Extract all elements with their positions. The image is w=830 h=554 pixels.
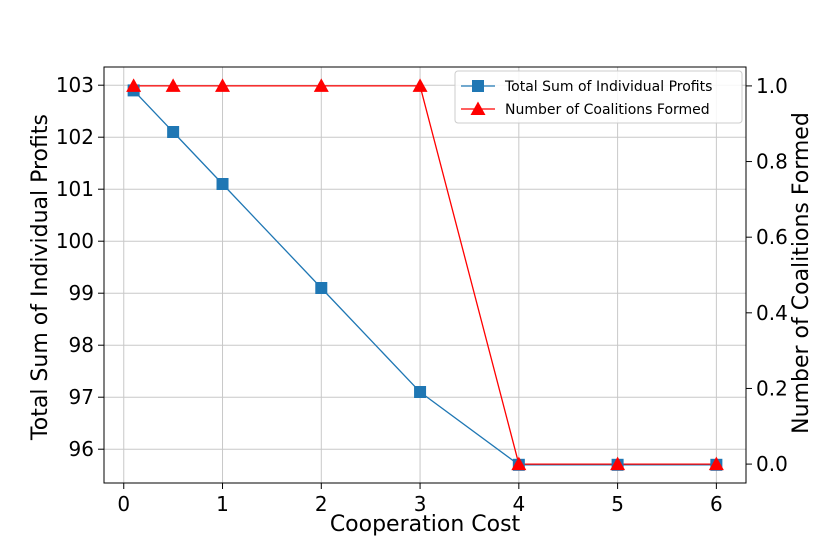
- data-point: [313, 78, 329, 92]
- y-left-tick-label: 100: [56, 229, 94, 253]
- legend-marker: [472, 80, 484, 92]
- y-left-tick-label: 102: [56, 125, 94, 149]
- data-point: [215, 78, 231, 92]
- x-tick-label: 6: [710, 492, 723, 516]
- y-left-tick-label: 98: [69, 333, 94, 357]
- y-left-tick-label: 97: [69, 385, 94, 409]
- series-markers: [126, 78, 724, 471]
- y-right-tick-label: 0.8: [756, 150, 788, 174]
- data-point: [414, 386, 427, 398]
- y-left-tick-label: 101: [56, 177, 94, 201]
- y-right-tick-label: 0.6: [756, 225, 788, 249]
- y-left-axis-label: Total Sum of Individual Profits: [28, 114, 53, 441]
- legend: Total Sum of Individual Profits Number of…: [454, 70, 743, 124]
- data-point: [165, 78, 181, 92]
- y-left-tick-label: 99: [69, 281, 94, 305]
- x-axis-label: Cooperation Cost: [330, 512, 521, 537]
- x-tick-label: 5: [611, 492, 624, 516]
- plot-frame: [103, 66, 747, 484]
- series-lines: [133, 85, 717, 466]
- x-tick-label: 1: [216, 492, 229, 516]
- y-right-tick-label: 1.0: [756, 74, 788, 98]
- legend-label: Total Sum of Individual Profits: [504, 79, 712, 95]
- y-left-tick-label: 96: [69, 437, 94, 461]
- data-point: [167, 126, 180, 138]
- data-point: [412, 78, 428, 92]
- series-line-1: [133, 89, 717, 466]
- x-tick-label: 4: [512, 492, 525, 516]
- x-tick-label: 0: [117, 492, 130, 516]
- y-left-tick-label: 103: [56, 73, 94, 97]
- legend-marker: [470, 101, 486, 115]
- x-tick-label: 2: [315, 492, 328, 516]
- data-point: [708, 456, 724, 471]
- y-right-tick-label: 0.0: [756, 452, 788, 476]
- y-right-tick-label: 0.4: [756, 301, 788, 325]
- y-right-tick-label: 0.2: [756, 376, 788, 400]
- y-right-axis-label: Number of Coalitions Formed: [789, 112, 814, 434]
- legend-label: Number of Coalitions Formed: [505, 102, 710, 118]
- y-left-axis-ticks: 96 97 98 99 100 101 102 103: [56, 73, 104, 461]
- data-point: [610, 456, 626, 471]
- x-axis-ticks: 0 1 2 3 4 5 6: [117, 483, 723, 516]
- grid: [104, 67, 746, 483]
- data-point: [511, 456, 527, 471]
- legend-box: [454, 70, 743, 124]
- data-point: [216, 178, 229, 190]
- y-right-axis-ticks: 0.0 0.2 0.4 0.6 0.8 1.0: [746, 74, 788, 476]
- data-point: [315, 282, 328, 294]
- series-line-2: [133, 85, 717, 465]
- x-tick-label: 3: [414, 492, 427, 516]
- data-point: [126, 78, 142, 92]
